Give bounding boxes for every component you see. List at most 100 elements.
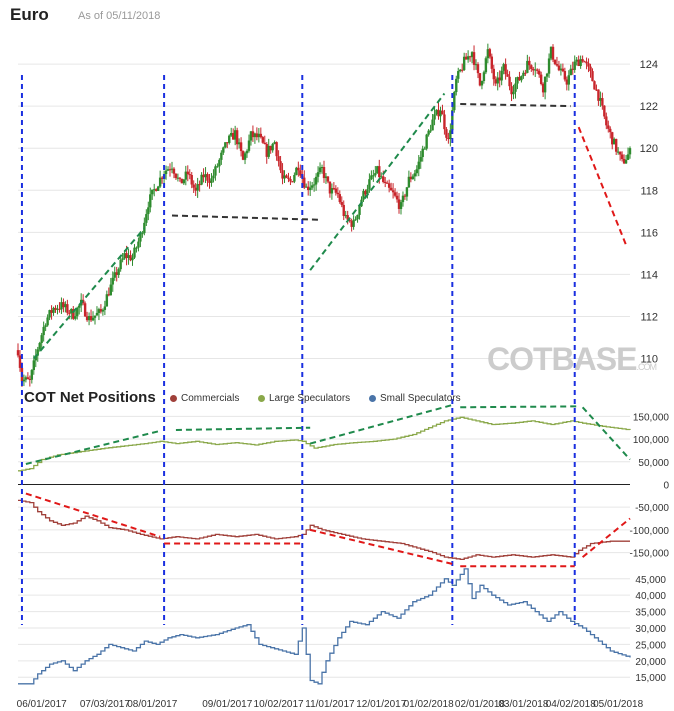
candle-body	[354, 219, 357, 221]
date-tick-label: 11/01/2017	[305, 699, 355, 710]
candle-body	[18, 355, 22, 368]
candle-body	[295, 167, 298, 175]
candle-body	[190, 175, 193, 185]
candle-body	[133, 247, 136, 258]
cot-tick-label: -100,000	[630, 526, 670, 537]
cot-tick-label: 150,000	[633, 412, 670, 423]
candle-body	[488, 49, 492, 57]
candle-body	[186, 171, 189, 175]
candle-body	[91, 317, 95, 321]
candle-body	[447, 137, 450, 140]
candle-body	[22, 379, 26, 382]
candle-body	[271, 143, 274, 151]
candle-body	[565, 79, 569, 85]
date-tick-label: 12/01/2017	[356, 699, 406, 710]
candle-body	[443, 114, 446, 130]
candle-body	[417, 161, 420, 170]
legend-large-speculators[interactable]: Large Speculators	[258, 393, 350, 404]
date-tick-label: 05/01/2018	[593, 699, 643, 710]
candle-body	[129, 255, 132, 261]
candle-body	[222, 147, 225, 153]
candle-body	[182, 179, 186, 184]
candle-body	[492, 68, 495, 80]
candle-body	[486, 49, 490, 59]
candle-body	[166, 169, 170, 171]
candle-body	[293, 174, 296, 182]
candle-body	[297, 167, 300, 171]
cot-tick-label: 50,000	[638, 458, 669, 469]
legend-label: Large Speculators	[269, 393, 351, 404]
annotation-overlay	[20, 75, 631, 625]
price-tick-label: 110	[640, 354, 658, 366]
candle-body	[287, 177, 290, 179]
candle-body	[474, 64, 478, 66]
candle-body	[303, 177, 306, 188]
candle-body	[279, 161, 282, 171]
candle-body	[557, 65, 561, 71]
candle-body	[141, 233, 144, 235]
legend-label: Commercials	[181, 393, 240, 404]
candle-body	[243, 153, 247, 160]
candle-body	[336, 192, 340, 195]
candle-body	[147, 207, 150, 215]
candle-body	[555, 64, 559, 66]
candle-body	[350, 221, 353, 227]
candle-body	[253, 133, 257, 138]
small-spec-tick-label: 40,000	[635, 591, 666, 602]
candle-body	[551, 46, 555, 60]
candle-body	[113, 272, 116, 278]
candle-body	[168, 169, 172, 171]
candle-body	[320, 167, 324, 169]
candle-body	[618, 151, 622, 155]
legend-commercials[interactable]: Commercials	[170, 393, 239, 404]
candlestick-series	[16, 43, 632, 387]
candle-body	[48, 310, 51, 318]
candle-body	[263, 142, 266, 145]
candle-body	[405, 187, 409, 197]
candle-body	[251, 131, 255, 138]
candle-body	[624, 159, 628, 164]
candle-body	[579, 59, 582, 67]
small-spec-tick-label: 45,000	[635, 575, 666, 586]
candle-body	[613, 138, 616, 145]
candle-body	[107, 294, 111, 296]
candle-body	[308, 187, 312, 191]
candle-body	[563, 71, 567, 80]
candle-body	[490, 56, 494, 69]
candle-body	[196, 184, 199, 191]
price-trendline	[171, 214, 319, 221]
candle-body	[482, 72, 486, 82]
candle-body	[206, 174, 209, 181]
candle-body	[466, 56, 470, 60]
candle-body	[192, 184, 195, 188]
candle-body	[508, 76, 511, 87]
candle-body	[60, 302, 63, 310]
date-tick-label: 02/01/2018	[455, 699, 505, 710]
candle-body	[56, 308, 59, 310]
date-tick-label: 01/02/2018	[404, 699, 454, 710]
candle-body	[380, 176, 383, 178]
candle-body	[601, 98, 604, 106]
candle-body	[547, 58, 551, 74]
candle-body	[74, 316, 77, 319]
candle-body	[520, 76, 523, 81]
candle-body	[117, 269, 120, 275]
candle-body	[427, 130, 430, 135]
candle-body	[305, 186, 308, 188]
date-tick-label: 04/02/2018	[546, 699, 596, 710]
candle-body	[516, 77, 519, 84]
candle-body	[44, 325, 47, 327]
candle-body	[109, 284, 112, 296]
candle-body	[429, 130, 432, 132]
chart-title: Euro	[10, 5, 49, 24]
candle-body	[247, 140, 251, 151]
candle-body	[374, 173, 377, 176]
candle-body	[38, 342, 41, 350]
candle-body	[137, 241, 140, 248]
legend-small-speculators[interactable]: Small Speculators	[369, 393, 461, 404]
candle-body	[322, 167, 326, 179]
candle-body	[267, 145, 270, 157]
cot-tick-label: 100,000	[633, 435, 670, 446]
candle-body	[589, 66, 592, 72]
cot-tick-label: 0	[663, 480, 669, 491]
